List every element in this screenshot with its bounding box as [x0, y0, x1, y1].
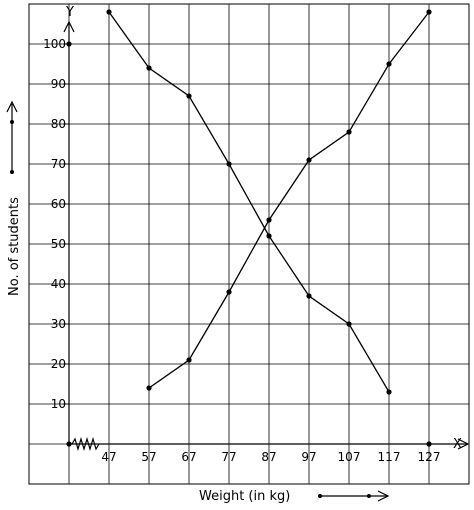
- y-tick-label: 70: [51, 157, 66, 171]
- y-axis-letter: Y: [65, 5, 74, 20]
- x-label-arrow-icon: [318, 490, 390, 502]
- y-tick-label: 60: [51, 197, 66, 211]
- series-1-point: [226, 289, 232, 295]
- series-2-point: [266, 233, 272, 239]
- x-tick-label: 67: [181, 450, 196, 464]
- series-2-point: [306, 293, 312, 299]
- series-2-point: [106, 9, 112, 15]
- x-tick-label: 97: [301, 450, 316, 464]
- series-2-point: [186, 93, 192, 99]
- y-label-arrow-icon: [6, 100, 18, 174]
- y-tick-label: 80: [51, 117, 66, 131]
- x-axis-arrow-icon: [457, 438, 470, 450]
- grid: [28, 3, 470, 485]
- y-tick-label: 40: [51, 277, 66, 291]
- series-1-point: [426, 9, 432, 15]
- series-2-point: [146, 65, 152, 71]
- y-axis-label: No. of students: [7, 197, 22, 296]
- series-1-point: [266, 217, 272, 223]
- x-tick-label: 117: [378, 450, 401, 464]
- series-2-point: [226, 161, 232, 167]
- tick-labels: 47 57 67 77 87 97 107 117 127 10 20 30 40 50 60 70 80 90 1…: [43, 37, 440, 464]
- y-tick-label: 90: [51, 77, 66, 91]
- series-line-1: [148, 11, 430, 389]
- x-axis-break-icon: [71, 436, 100, 452]
- x-tick-label: 77: [221, 450, 236, 464]
- axis-point: [66, 41, 72, 47]
- series-group: [66, 9, 432, 447]
- series-1-point: [386, 61, 392, 67]
- y-tick-label: 100: [43, 37, 66, 51]
- x-tick-label: 87: [261, 450, 276, 464]
- y-axis-arrow-icon: [63, 20, 75, 33]
- series-1-point: [346, 129, 352, 135]
- x-tick-label: 107: [338, 450, 361, 464]
- axis-point: [426, 441, 432, 447]
- origin-point: [66, 441, 72, 447]
- series-line-2: [108, 11, 390, 393]
- axes: [63, 20, 470, 452]
- series-1-point: [306, 157, 312, 163]
- x-tick-label: 47: [101, 450, 116, 464]
- x-axis-label: Weight (in kg): [199, 489, 290, 504]
- series-1-point: [146, 385, 152, 391]
- series-2-point: [386, 389, 392, 395]
- x-tick-label: 57: [141, 450, 156, 464]
- y-tick-label: 30: [51, 317, 66, 331]
- series-1-point: [186, 357, 192, 363]
- y-tick-label: 10: [51, 397, 66, 411]
- y-tick-label: 50: [51, 237, 66, 251]
- series-2-point: [346, 321, 352, 327]
- x-tick-label: 127: [418, 450, 441, 464]
- x-axis-letter: X: [453, 437, 462, 452]
- y-tick-label: 20: [51, 357, 66, 371]
